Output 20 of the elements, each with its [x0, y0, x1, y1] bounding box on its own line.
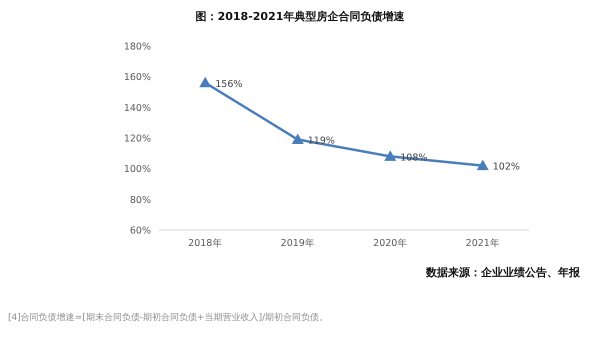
point — [199, 76, 212, 88]
text: [4]合同负债增速=[期末合同负债-期初合同负债+当期营业收入]/期初合同负债。 — [8, 312, 328, 323]
source-note: 数据来源：企业业绩公告、年报 — [425, 266, 581, 279]
x-tick-label: 2019年 — [280, 237, 315, 249]
point — [292, 134, 304, 144]
data-label: 156% — [215, 78, 242, 90]
y-tick-label: 160% — [124, 72, 151, 84]
data-label: 102% — [492, 162, 520, 173]
y-tick-label: 60% — [130, 226, 151, 236]
y-tick-label: 180% — [124, 42, 151, 52]
point — [384, 150, 396, 161]
chart-title: 图：2018-2021年典型房企合同负债增速 — [196, 10, 406, 23]
point — [476, 160, 489, 170]
x-tick-label: 2021年 — [466, 237, 500, 249]
x-tick-label: 2020年 — [373, 237, 408, 249]
y-tick-label: 100% — [124, 164, 151, 176]
y-tick-label: 140% — [124, 102, 151, 114]
y-tick-label: 80% — [130, 194, 151, 206]
y-tick-label: 120% — [124, 134, 151, 144]
x-tick-label: 2018年 — [188, 237, 222, 249]
